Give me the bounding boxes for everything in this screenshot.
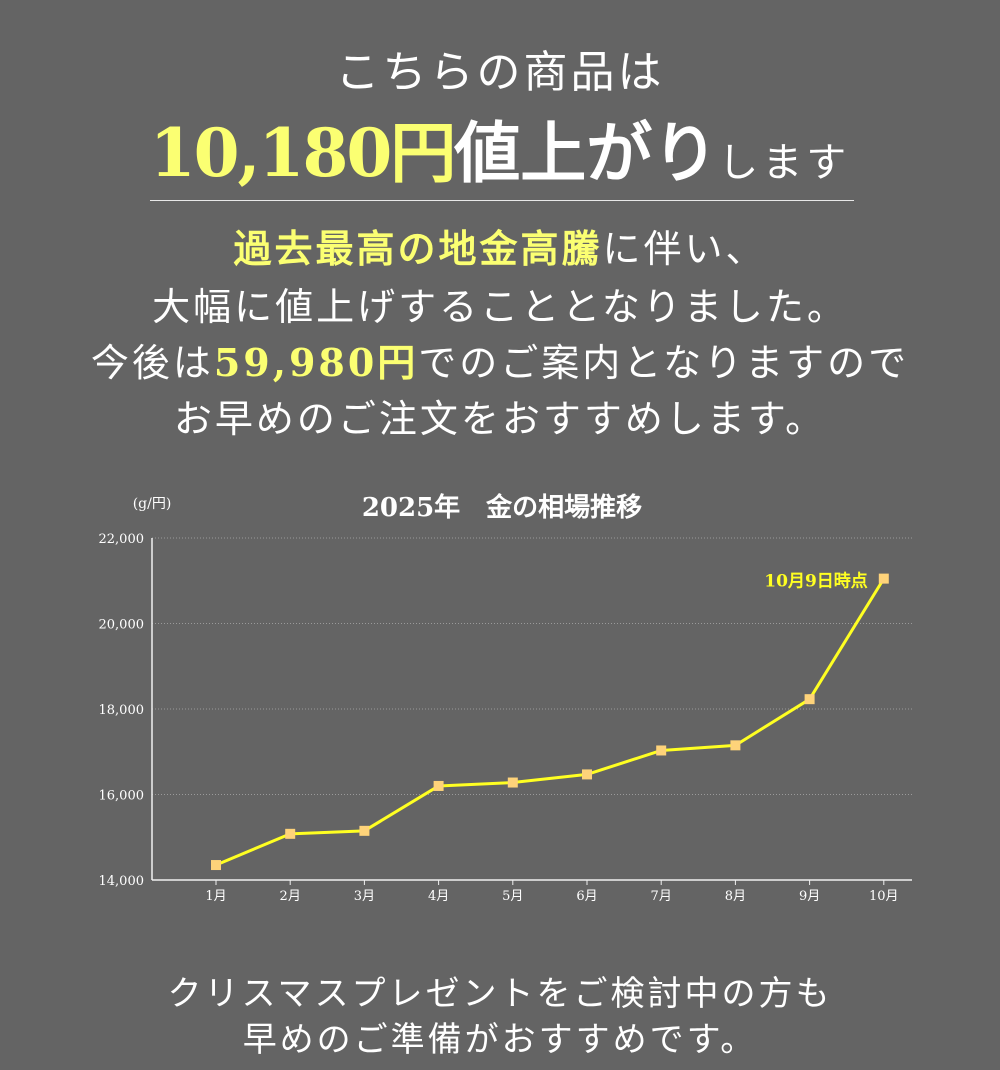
message-line-1-rest: に伴い、: [602, 227, 767, 271]
y-tick-label: 22,000: [99, 532, 145, 547]
headline-intro: こちらの商品は: [335, 47, 665, 98]
data-point: [730, 740, 741, 751]
chart-title: 2025年 金の相場推移: [362, 492, 642, 523]
y-tick-labels: 14,000 16,000 18,000 20,000 22,000: [99, 532, 145, 889]
message-line-3-rest: でのご案内となりますので: [418, 341, 910, 385]
x-tick-label: 7月: [651, 889, 672, 904]
price-line: [215, 577, 886, 867]
chart-axes: [151, 538, 912, 885]
data-point: [878, 573, 889, 584]
message-line-3-prefix: 今後は: [90, 341, 214, 385]
x-tick-label: 4月: [428, 889, 449, 904]
x-tick-label: 3月: [354, 889, 375, 904]
closing-line-2: 早めのご準備がおすすめです。: [242, 1020, 758, 1060]
x-tick-label: 1月: [205, 889, 226, 904]
x-tick-label: 10月: [869, 889, 899, 904]
message-line-3: 今後は59,980円でのご案内となりますので: [0, 332, 1000, 387]
data-point: [582, 769, 592, 780]
data-point: [285, 828, 296, 839]
data-point: [211, 860, 221, 871]
increase-phrase: 値上がり: [454, 114, 719, 192]
chart-unit-label: (g/円): [133, 496, 172, 512]
message-line-2: 大幅に値上げすることとなりました。: [152, 285, 848, 329]
data-point: [804, 694, 815, 705]
message-line-4: お早めのご注文をおすすめします。: [173, 397, 827, 441]
x-tick-label: 8月: [725, 889, 746, 904]
gold-price-chart: (g/円) 2025年 金の相場推移 14,000 16,000 18,000 20,…: [99, 492, 912, 904]
y-tick-label: 14,000: [99, 874, 145, 889]
closing-line-1: クリスマスプレゼントをご検討中の方も: [167, 974, 833, 1014]
data-point: [507, 777, 518, 788]
chart-grid: [152, 537, 912, 795]
divider: [150, 200, 854, 201]
increase-amount: 10,180円: [149, 114, 457, 192]
data-point: [656, 745, 667, 756]
x-tick-label: 6月: [576, 889, 597, 904]
x-tick-label: 2月: [280, 889, 301, 904]
annotation-label: 10月9日時点: [764, 571, 868, 592]
new-price: 59,980円: [213, 340, 419, 385]
x-tick-label: 5月: [502, 889, 523, 904]
data-point: [433, 780, 444, 791]
x-tick-labels: 1月 2月 3月 4月 5月 6月 7月 8月 9月 10月: [205, 889, 898, 904]
message-line-1: 過去最高の地金高騰に伴い、: [0, 218, 1000, 273]
message-highlight: 過去最高の地金高騰: [233, 226, 603, 271]
headline-suffix: します: [718, 140, 851, 186]
price-series: [211, 573, 889, 871]
y-tick-label: 20,000: [99, 618, 145, 633]
x-tick-label: 9月: [799, 889, 820, 904]
y-tick-label: 16,000: [99, 789, 145, 804]
chart-annotation: 10月9日時点: [764, 571, 868, 592]
headline-price-increase: 10,180円値上がりします: [0, 100, 1000, 196]
data-point: [359, 825, 370, 836]
y-tick-label: 18,000: [99, 703, 145, 718]
